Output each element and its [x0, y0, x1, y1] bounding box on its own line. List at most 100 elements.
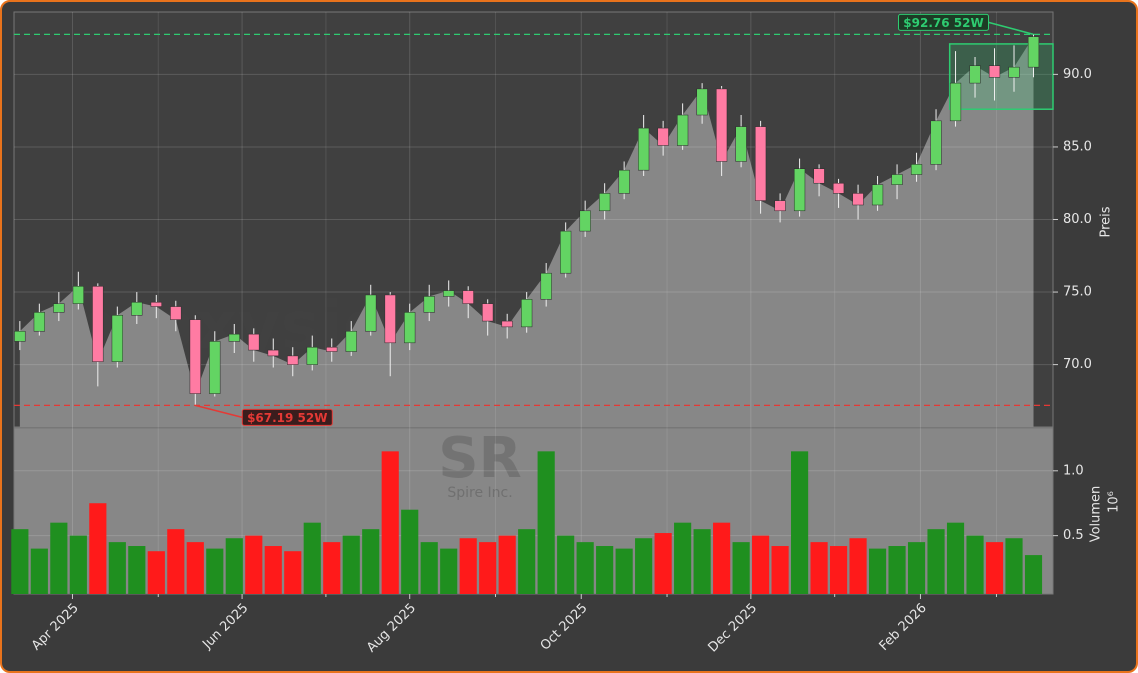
candle-body: [657, 127, 669, 146]
volume-bar: [518, 529, 536, 594]
candle-body: [832, 182, 845, 194]
volume-bar: [927, 529, 945, 594]
candle-body: [267, 349, 279, 357]
candle-body: [131, 301, 143, 316]
volume-bar: [50, 522, 68, 594]
x-tick-label: Jun 2025: [199, 601, 251, 653]
candle-body: [248, 333, 260, 351]
candle-body: [92, 285, 104, 362]
volume-bar: [459, 538, 477, 594]
volume-bar: [479, 542, 497, 594]
candle-body: [891, 174, 903, 185]
candle-body: [774, 200, 786, 212]
x-tick-label: Apr 2025: [29, 601, 82, 654]
candle-body: [443, 290, 455, 297]
candle-body: [930, 120, 942, 165]
candle-body: [189, 319, 201, 394]
volume-bar: [966, 535, 984, 594]
candle-body: [560, 230, 572, 274]
volume-bar: [108, 542, 126, 594]
candle-body: [969, 65, 981, 84]
volume-bar: [615, 548, 633, 594]
volume-bar: [245, 535, 263, 594]
volume-bar: [907, 542, 926, 594]
volume-bar: [323, 542, 341, 594]
y-tick-label: 90.0: [1063, 67, 1092, 82]
candle-body: [462, 290, 474, 304]
candle-body: [384, 294, 396, 344]
y-tick-label: 80.0: [1063, 212, 1092, 227]
candle-body: [209, 341, 221, 394]
volume-bar: [303, 522, 321, 594]
volume-bar: [11, 529, 29, 594]
volume-bar: [284, 551, 302, 594]
watermark-company: Spire Inc.: [447, 485, 512, 501]
volume-bar: [420, 542, 438, 594]
volume-unit-label: 10⁶: [1107, 491, 1122, 513]
volume-bar: [635, 538, 653, 594]
y-tick-label: 85.0: [1063, 139, 1092, 154]
volume-bar: [868, 548, 887, 594]
y-axis-label: Preis: [1099, 206, 1114, 237]
annotation-box: [898, 13, 990, 31]
candle-body: [306, 346, 318, 365]
candle-body: [521, 299, 533, 328]
candle-body: [735, 126, 747, 162]
volume-bar: [167, 529, 185, 594]
volume-bar: [1024, 555, 1043, 594]
annotation-arrow: [988, 21, 1034, 36]
candle-body: [326, 346, 338, 352]
volume-bar: [206, 548, 224, 594]
volume-bar: [888, 546, 906, 594]
candle-body: [365, 294, 377, 332]
volume-bar: [557, 535, 575, 594]
volume-bar: [596, 546, 614, 594]
volume-bar: [147, 551, 165, 594]
candle-body: [150, 301, 162, 307]
candle-body: [754, 126, 767, 201]
volume-bar: [401, 509, 419, 594]
candle-body: [111, 315, 123, 362]
volume-bar: [362, 529, 380, 594]
volume-bar: [1005, 538, 1023, 594]
candle-body: [1008, 66, 1020, 78]
candle-body: [852, 193, 864, 206]
candle-body: [813, 168, 825, 184]
volume-bar: [342, 535, 360, 594]
candle-body: [404, 312, 416, 344]
annotation-box: [241, 408, 333, 426]
volume-bar: [186, 542, 204, 594]
volume-bar: [829, 546, 848, 594]
candle-body: [1027, 36, 1040, 68]
y-tick-label: 1.0: [1063, 463, 1084, 478]
volume-bar: [693, 529, 711, 594]
candle-body: [599, 193, 611, 212]
volume-bar: [264, 546, 282, 594]
candle-body: [53, 303, 65, 313]
watermark-ticker: SR: [438, 426, 521, 491]
candle-body: [287, 355, 299, 365]
candle-body: [910, 164, 923, 175]
volume-bar: [498, 535, 516, 594]
volume-bar: [89, 503, 107, 594]
volume-bar: [128, 546, 146, 594]
candle-body: [482, 303, 494, 322]
volume-bar: [576, 542, 594, 594]
candle-body: [423, 296, 435, 313]
candle-body: [170, 306, 182, 320]
candle-body: [579, 210, 591, 232]
annotation-label: $67.19 52W: [247, 411, 327, 425]
volume-bar: [225, 538, 243, 594]
candle-body: [14, 330, 26, 342]
candle-body: [949, 82, 962, 122]
y-tick-label: 75.0: [1063, 285, 1092, 300]
y-tick-label: 70.0: [1063, 357, 1092, 372]
volume-bar: [69, 535, 87, 594]
candle-body: [716, 88, 728, 162]
annotation-label: $92.76 52W: [903, 16, 983, 30]
x-tick-label: Feb 2026: [877, 601, 930, 654]
volume-bar: [946, 522, 965, 594]
candle-body: [793, 168, 806, 212]
volume-bar: [791, 451, 809, 594]
